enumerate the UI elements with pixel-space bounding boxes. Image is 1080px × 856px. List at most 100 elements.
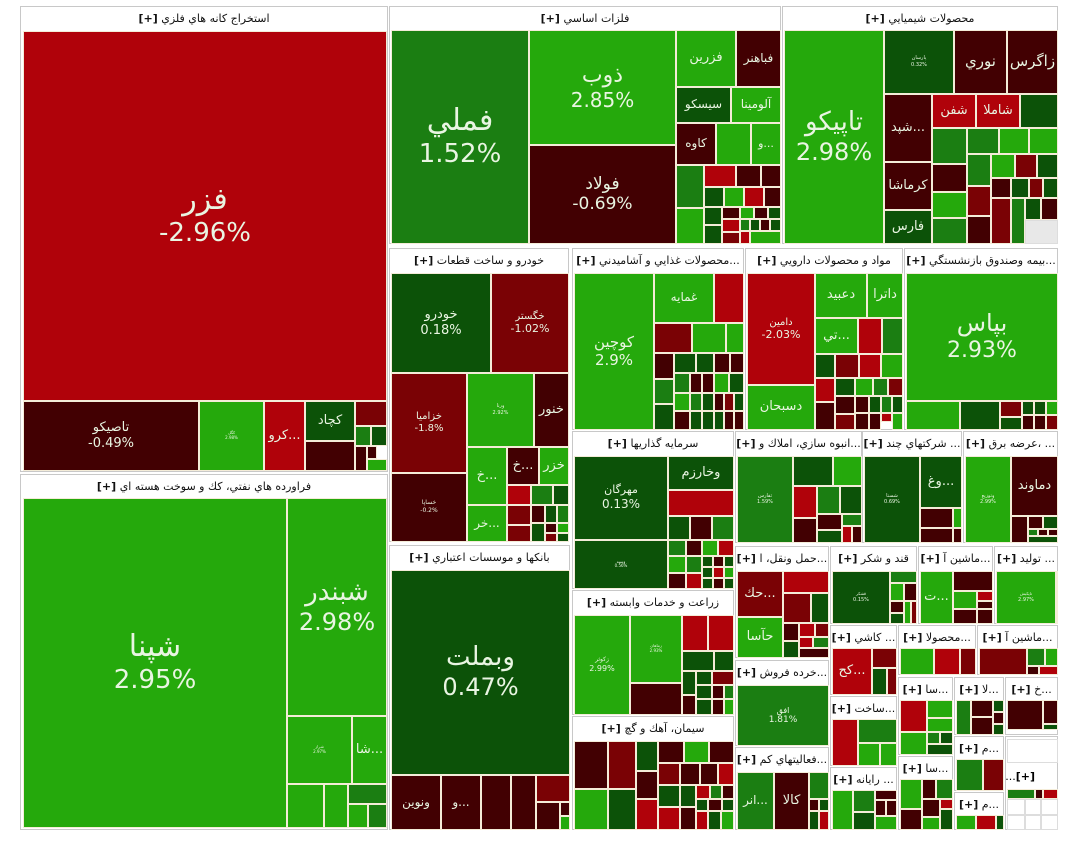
stock-tile[interactable]: تاپكيش 2.97% (996, 571, 1056, 624)
stock-tile[interactable]: ...کرو (264, 401, 305, 471)
expand-button[interactable]: [+] (409, 551, 429, 564)
stock-tile[interactable] (904, 583, 917, 601)
stock-tile[interactable]: کگل 2.98% (199, 401, 264, 471)
stock-tile[interactable] (729, 373, 744, 393)
stock-tile[interactable] (557, 533, 569, 542)
stock-tile[interactable] (696, 353, 714, 373)
stock-tile[interactable] (674, 411, 690, 430)
stock-tile[interactable] (545, 505, 557, 523)
stock-tile[interactable] (708, 799, 722, 811)
expand-button[interactable]: [+] (903, 631, 923, 644)
expand-button[interactable]: [+] (586, 596, 607, 609)
stock-tile[interactable] (967, 128, 999, 154)
stock-tile[interactable]: ورنا 2.92% (467, 373, 534, 447)
stock-tile[interactable] (967, 216, 991, 244)
stock-tile[interactable] (718, 763, 734, 785)
stock-tile[interactable] (658, 807, 680, 830)
stock-tile[interactable] (761, 165, 781, 187)
expand-button[interactable]: [+] (1011, 683, 1031, 696)
stock-tile[interactable] (842, 526, 852, 543)
stock-tile[interactable] (750, 219, 760, 231)
stock-tile[interactable] (976, 815, 996, 830)
sector-title[interactable]: ...سا [+] (899, 757, 952, 781)
expand-button[interactable]: [+] (833, 773, 853, 786)
stock-tile[interactable] (724, 578, 734, 589)
stock-tile[interactable] (1027, 648, 1045, 666)
stock-tile[interactable] (1028, 536, 1058, 543)
stock-tile[interactable] (881, 354, 903, 378)
stock-tile[interactable]: ...خ (507, 447, 539, 485)
stock-tile[interactable]: دعبيد (815, 273, 867, 318)
expand-button[interactable]: [+] (138, 12, 158, 25)
stock-tile[interactable] (668, 556, 686, 573)
stock-tile[interactable]: كالا (774, 772, 809, 830)
expand-button[interactable]: [+] (540, 12, 560, 25)
stock-tile[interactable] (1041, 799, 1058, 815)
stock-tile[interactable] (1020, 94, 1058, 128)
stock-tile[interactable] (654, 404, 674, 430)
stock-tile[interactable] (636, 741, 658, 771)
stock-tile[interactable] (887, 668, 897, 695)
stock-tile[interactable] (764, 187, 781, 207)
stock-tile[interactable] (890, 583, 904, 601)
stock-tile[interactable] (920, 528, 953, 543)
stock-tile[interactable]: ...ت (920, 571, 953, 624)
stock-tile[interactable]: خزاميا -1.8% (391, 373, 467, 473)
stock-tile[interactable] (680, 785, 696, 807)
stock-tile[interactable] (710, 785, 722, 799)
sector-title[interactable]: ... كاشي [+] (831, 626, 896, 650)
expand-button[interactable]: [+] (865, 12, 885, 25)
stock-tile[interactable] (996, 815, 1004, 830)
stock-tile[interactable] (682, 651, 714, 671)
stock-tile[interactable] (658, 763, 680, 785)
stock-tile[interactable] (531, 505, 545, 523)
stock-tile[interactable] (668, 490, 734, 516)
stock-tile[interactable] (760, 219, 770, 231)
expand-button[interactable]: [+] (982, 631, 1002, 644)
stock-tile[interactable]: ...كح (832, 648, 872, 695)
stock-tile[interactable]: دامين -2.03% (747, 273, 815, 385)
stock-tile[interactable] (922, 817, 940, 830)
stock-tile[interactable] (813, 637, 829, 648)
stock-tile[interactable]: خودرو 0.18% (391, 273, 491, 373)
stock-tile[interactable]: داترا (867, 273, 903, 318)
stock-tile[interactable] (712, 671, 734, 685)
stock-tile[interactable] (368, 804, 387, 828)
stock-tile[interactable] (355, 401, 387, 426)
stock-tile[interactable] (881, 413, 892, 422)
sector-title[interactable]: ...لا [+] (955, 678, 1003, 702)
stock-tile[interactable] (999, 128, 1029, 154)
stock-tile[interactable] (1025, 815, 1041, 830)
stock-tile[interactable] (869, 396, 881, 413)
stock-tile[interactable] (730, 353, 744, 373)
stock-tile[interactable] (668, 573, 686, 589)
stock-tile[interactable] (560, 816, 570, 830)
stock-tile[interactable] (977, 591, 993, 601)
stock-tile[interactable] (1000, 401, 1022, 417)
stock-tile[interactable] (1043, 700, 1058, 724)
stock-tile[interactable] (722, 207, 740, 219)
stock-tile[interactable] (481, 775, 511, 830)
stock-tile[interactable] (724, 556, 734, 567)
stock-tile[interactable] (713, 567, 724, 578)
stock-tile[interactable] (886, 800, 897, 816)
sector-title[interactable]: ...انبوه سازي، املاك و [+] (736, 432, 861, 456)
stock-tile[interactable] (740, 207, 754, 219)
stock-tile[interactable] (722, 232, 740, 244)
stock-tile[interactable]: خنور (534, 373, 569, 447)
stock-tile[interactable]: زماهان 2.93% (630, 615, 682, 683)
expand-button[interactable]: [+] (965, 437, 986, 450)
stock-tile[interactable] (724, 567, 734, 578)
stock-tile[interactable] (815, 623, 829, 637)
stock-tile[interactable] (1011, 178, 1029, 198)
stock-tile[interactable] (770, 219, 781, 231)
stock-tile[interactable]: مهرگان 0.13% (574, 456, 668, 540)
stock-tile[interactable] (983, 759, 1004, 791)
stock-tile[interactable] (704, 225, 722, 244)
stock-tile[interactable]: ...و (751, 123, 781, 165)
stock-tile[interactable] (696, 685, 712, 699)
stock-tile[interactable] (872, 668, 887, 695)
stock-tile[interactable] (734, 393, 744, 411)
stock-tile[interactable] (734, 411, 744, 430)
stock-tile[interactable] (676, 165, 704, 208)
